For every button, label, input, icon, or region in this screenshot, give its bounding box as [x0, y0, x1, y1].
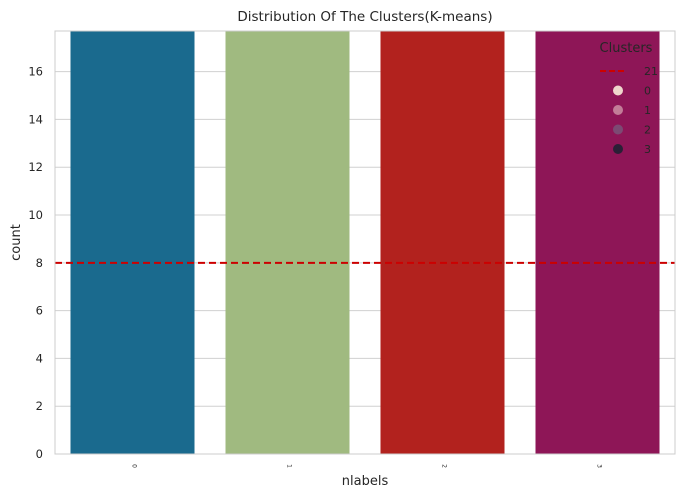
- legend-entry-label: 3: [644, 143, 651, 156]
- y-tick-label: 8: [36, 256, 43, 270]
- y-tick-label: 2: [36, 399, 43, 413]
- bar-2: [380, 31, 505, 454]
- y-tick-label: 12: [28, 160, 43, 174]
- y-tick-label: 10: [28, 208, 43, 222]
- legend-dot-marker: [613, 85, 623, 96]
- legend-entry-label: 1: [644, 104, 651, 117]
- x-axis-label: nlabels: [342, 474, 389, 489]
- y-tick-labels: 0 2 4 6 8 10 12 14 16: [28, 65, 43, 461]
- legend-entry-label: 2: [644, 124, 651, 137]
- legend-entry-label: 0: [644, 85, 651, 98]
- y-tick-label: 6: [36, 304, 43, 318]
- y-axis-label: count: [9, 224, 24, 261]
- legend: Clusters 21 0 1 2 3: [600, 41, 658, 156]
- y-tick-label: 0: [36, 447, 43, 461]
- y-tick-label: 14: [28, 112, 43, 126]
- x-tick-label: 3: [596, 464, 603, 468]
- legend-dot-marker: [613, 105, 623, 115]
- bar-0: [70, 31, 195, 454]
- bar-3: [535, 31, 660, 454]
- bar-1: [225, 31, 350, 454]
- chart-title: Distribution Of The Clusters(K-means): [237, 9, 492, 25]
- x-tick-label: 2: [441, 464, 448, 468]
- legend-dot-marker: [613, 124, 623, 135]
- plot-border: [54, 30, 676, 455]
- y-tick-label: 16: [28, 65, 43, 79]
- bars: [70, 31, 660, 454]
- legend-title: Clusters: [600, 41, 653, 56]
- plot-frame: [54, 30, 676, 455]
- x-tick-label: 0: [131, 464, 138, 468]
- x-tick-label: 1: [286, 464, 293, 468]
- legend-dot-marker: [613, 144, 623, 154]
- x-tick-labels: 0 1 2 3: [131, 464, 603, 468]
- y-tick-label: 4: [36, 351, 43, 365]
- legend-entry-label: 21: [644, 65, 658, 78]
